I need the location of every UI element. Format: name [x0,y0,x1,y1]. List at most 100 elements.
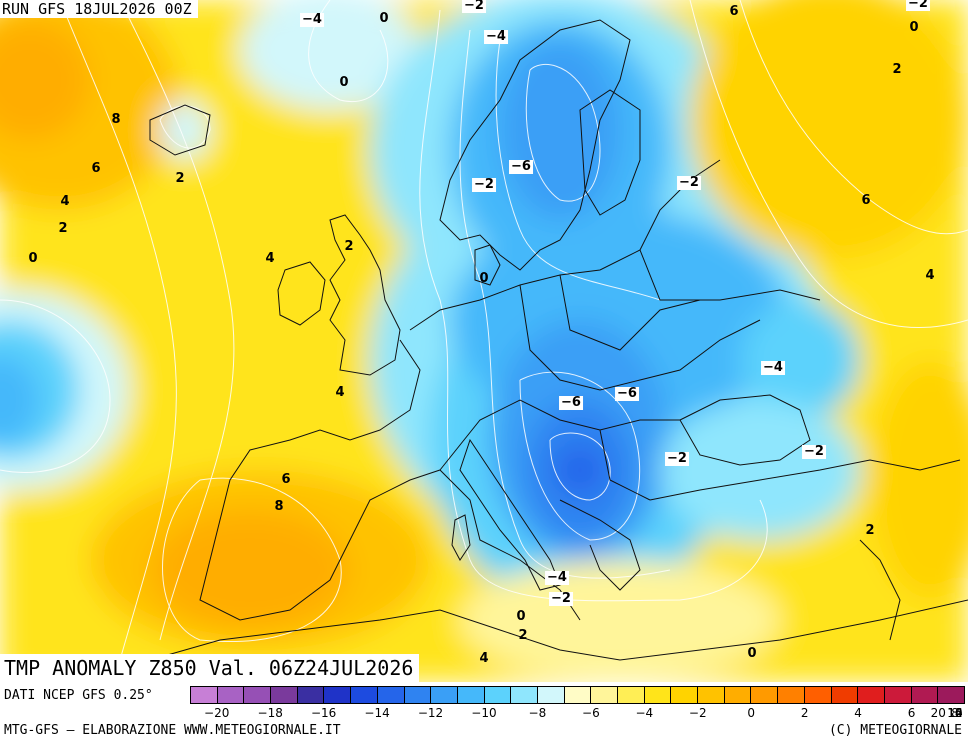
contour-label: 2 [58,221,68,236]
contour-label: 2 [344,239,354,254]
contour-label: 0 [516,609,526,624]
anomaly-map: RUN GFS 18JUL2026 00Z −4 0 −2 6 −2 0 −4 … [0,0,968,682]
contour-label: 4 [925,268,935,283]
color-swatch [671,687,699,703]
contour-label: 2 [892,62,902,77]
contour-label: 6 [91,161,101,176]
color-swatch [404,687,432,703]
contour-label: −2 [906,0,930,11]
contour-label: 8 [111,112,121,127]
color-scale-tick-label: 12 [947,706,963,720]
map-canvas [0,0,968,682]
color-swatch [724,687,752,703]
data-source-label: DATI NCEP GFS 0.25° [4,688,153,703]
color-scale-tick-label: −14 [364,706,390,720]
contour-label: 0 [28,251,38,266]
color-swatch [324,687,352,703]
contour-label: 2 [865,523,875,538]
contour-label: 0 [479,271,489,286]
contour-label: −2 [677,175,701,190]
contour-label: 4 [60,194,70,209]
contour-label: 0 [909,20,919,35]
contour-label: 2 [518,628,528,643]
color-scale-tick-label: −4 [635,706,654,720]
contour-label: 6 [281,472,291,487]
run-header: RUN GFS 18JUL2026 00Z [0,0,198,18]
color-swatch [297,687,325,703]
color-swatch [564,687,592,703]
color-swatch [457,687,485,703]
credits-label: MTG-GFS — ELABORAZIONE WWW.METEOGIORNALE… [4,723,341,738]
contour-label: −4 [484,29,508,44]
color-swatch [351,687,378,703]
color-scale-tick-label: 0 [747,706,756,720]
contour-label: −2 [802,444,826,459]
contour-label: 4 [265,251,275,266]
color-swatch [911,687,939,703]
color-scale-tick-label: −10 [471,706,497,720]
contour-label: 4 [479,651,489,666]
color-swatch [377,687,405,703]
color-scale-tick-label: 6 [907,706,916,720]
color-scale-tick-label: 4 [854,706,862,720]
color-scale-tick-label: −2 [688,706,707,720]
color-scale-tick-label: 2 [800,706,809,720]
color-scale-tick-label: 20 [930,706,946,720]
color-swatch [618,687,645,703]
color-swatch [191,687,218,703]
color-swatch [217,687,245,703]
contour-label: −2 [462,0,486,13]
color-swatch [644,687,672,703]
contour-label: −2 [472,177,496,192]
color-scale-tick-label: −20 [204,706,230,720]
contour-label: −6 [559,395,583,410]
contour-label: 6 [861,193,871,208]
color-swatch [511,687,538,703]
color-swatch [537,687,565,703]
color-scale-tick-label: 8 [951,706,959,720]
contour-label: −4 [761,360,785,375]
contour-label: −2 [665,451,689,466]
contour-lines [0,0,968,660]
footer: DATI NCEP GFS 0.25° −20 −18 −16 −14 −12 −10 −8… [0,682,968,745]
contour-label: −6 [615,386,639,401]
color-swatch [698,687,725,703]
color-swatch [244,687,272,703]
color-scale-tick-label: −12 [417,706,444,720]
contour-label: 4 [335,385,345,400]
anomaly-field [0,0,968,682]
color-swatch [751,687,779,703]
contour-label: 0 [339,75,349,90]
contour-label: −6 [509,159,533,174]
color-swatch [431,687,458,703]
color-swatch [484,687,512,703]
contour-label: 2 [175,171,185,186]
color-scale-tick-label: 10 [947,706,963,720]
coastlines [149,19,968,661]
color-swatch [591,687,618,703]
contour-label: 8 [274,499,284,514]
contour-label: −4 [545,570,569,585]
contour-label: 0 [747,646,757,661]
color-scale-ticks: −20 −18 −16 −14 −12 −10 −8 −6 −4 −2 0 2 4 6 8 10 12 14 16 2… [190,706,965,722]
color-swatch [831,687,859,703]
color-swatch [938,687,964,703]
color-scale-tick-label: −16 [310,706,337,720]
copyright-label: (C) METEOGIORNALE [828,723,962,738]
contour-label: 6 [729,4,739,19]
contour-label: −4 [300,12,324,27]
color-scale-tick-label: 14 [947,706,963,720]
color-scale-tick-label: −8 [528,706,547,720]
color-scale-bar [190,686,965,704]
contour-label: 0 [379,11,389,26]
color-scale-tick-label: −18 [257,706,283,720]
map-title: TMP ANOMALY Z850 Val. 06Z24JUL2026 [0,654,420,682]
color-swatch [271,687,298,703]
color-swatch [778,687,805,703]
contour-label: −2 [549,591,573,606]
color-swatch [858,687,885,703]
color-scale-tick-label: −6 [582,706,600,720]
color-scale-tick-label: 16 [947,706,963,720]
color-swatch [884,687,912,703]
color-swatch [804,687,832,703]
